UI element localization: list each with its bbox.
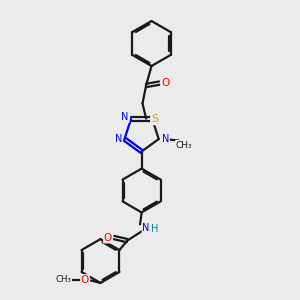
Text: O: O bbox=[81, 275, 89, 285]
Text: N: N bbox=[162, 134, 169, 144]
Text: N: N bbox=[115, 134, 122, 144]
Text: S: S bbox=[151, 114, 158, 124]
Text: O: O bbox=[161, 78, 170, 88]
Text: N: N bbox=[121, 112, 129, 122]
Text: CH₃: CH₃ bbox=[55, 275, 71, 284]
Text: H: H bbox=[152, 224, 159, 235]
Text: O: O bbox=[104, 232, 112, 243]
Text: CH₃: CH₃ bbox=[176, 141, 193, 150]
Text: N: N bbox=[142, 223, 150, 233]
